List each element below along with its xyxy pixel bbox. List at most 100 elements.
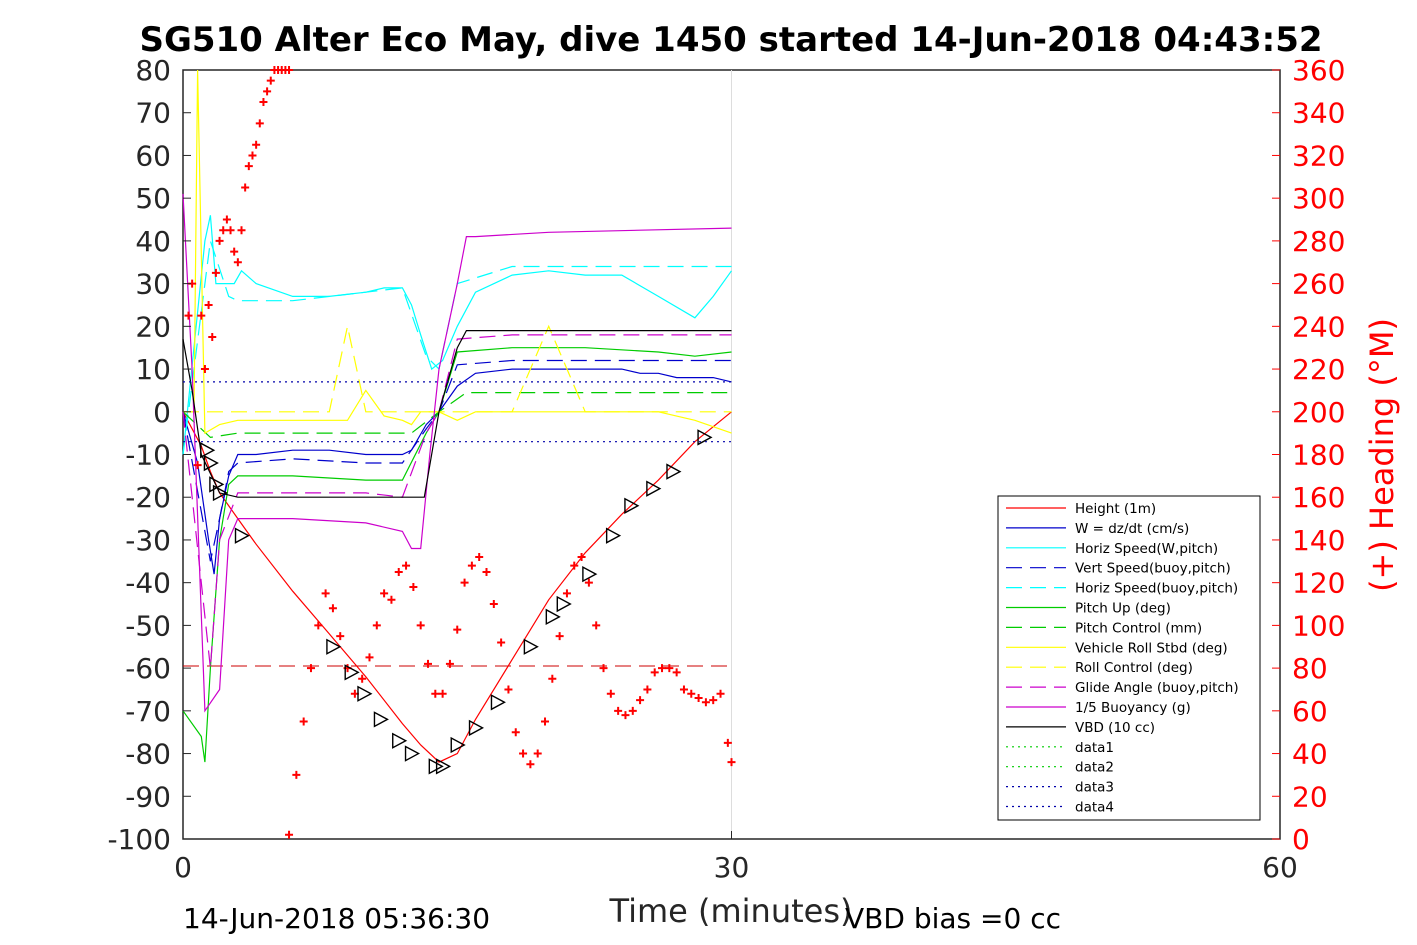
y-tick-label: -40 — [125, 567, 171, 600]
y-tick-label: -20 — [125, 481, 171, 514]
heading-marker — [584, 578, 593, 587]
y-right-tick-label: 160 — [1292, 481, 1345, 514]
y-right-tick-label: 240 — [1292, 310, 1345, 343]
heading-marker — [259, 98, 268, 107]
legend-label: W = dz/dt (cm/s) — [1075, 521, 1189, 537]
heading-marker — [211, 268, 220, 277]
triangle-marker — [523, 638, 539, 655]
x-tick-label: 0 — [174, 851, 192, 884]
heading-marker — [475, 553, 484, 562]
heading-marker — [570, 561, 579, 570]
heading-marker — [365, 653, 374, 662]
legend-label: Roll Control (deg) — [1075, 660, 1193, 676]
y-right-tick-label: 0 — [1292, 823, 1310, 856]
heading-marker — [606, 689, 615, 698]
heading-marker — [504, 685, 513, 694]
heading-marker — [263, 87, 272, 96]
legend-label: data1 — [1075, 740, 1114, 756]
y-tick-label: -70 — [125, 695, 171, 728]
heading-marker — [237, 226, 246, 235]
heading-marker — [665, 664, 674, 673]
triangle-marker — [200, 442, 216, 459]
legend-label: 1/5 Buoyancy (g) — [1075, 700, 1191, 716]
triangle-marker — [490, 694, 506, 711]
y-right-tick-label: 300 — [1292, 182, 1345, 215]
heading-marker — [489, 600, 498, 609]
y-tick-label: 10 — [135, 353, 171, 386]
heading-marker — [226, 226, 235, 235]
marker-layer — [184, 66, 736, 839]
y-tick-label: 60 — [135, 139, 171, 172]
heading-marker — [599, 664, 608, 673]
heading-marker — [555, 632, 564, 641]
y-tick-label: 20 — [135, 310, 171, 343]
heading-marker — [727, 758, 736, 767]
heading-marker — [628, 706, 637, 715]
series-line — [182, 347, 732, 763]
heading-marker — [314, 621, 323, 630]
y-right-tick-label: 100 — [1292, 609, 1345, 642]
y-right-tick-label: 80 — [1292, 652, 1328, 685]
footer-timestamp: 14-Jun-2018 05:36:30 — [183, 902, 490, 935]
heading-marker — [511, 728, 520, 737]
triangle-marker — [624, 497, 640, 514]
series-line — [182, 330, 732, 498]
series-line — [182, 215, 732, 455]
triangle-marker — [428, 758, 444, 775]
legend-label: Horiz Speed(W,pitch) — [1075, 541, 1218, 557]
series-line — [182, 240, 732, 455]
y-tick-label: -80 — [125, 738, 171, 771]
triangle-marker — [357, 685, 373, 702]
y-tick-label: 0 — [153, 396, 171, 429]
heading-marker — [562, 589, 571, 598]
footer-vbd-bias: VBD bias =0 cc — [845, 902, 1061, 935]
heading-marker — [285, 830, 294, 839]
heading-marker — [193, 461, 202, 470]
triangle-marker — [203, 454, 219, 472]
heading-marker — [416, 621, 425, 630]
triangle-marker — [404, 745, 421, 762]
legend-label: data2 — [1075, 760, 1114, 776]
heading-marker — [387, 595, 396, 604]
heading-marker — [431, 689, 440, 698]
triangle-marker — [212, 484, 229, 502]
heading-marker — [643, 685, 652, 694]
heading-marker — [328, 604, 337, 613]
series-line — [182, 193, 732, 713]
chart-title: SG510 Alter Eco May, dive 1450 started 1… — [139, 20, 1322, 60]
triangle-marker — [435, 758, 452, 775]
heading-marker — [526, 760, 535, 769]
heading-marker — [519, 749, 528, 758]
heading-marker — [614, 706, 623, 715]
heading-marker — [266, 76, 275, 85]
heading-marker — [372, 621, 381, 630]
heading-marker — [672, 668, 681, 677]
heading-marker — [255, 119, 264, 128]
triangle-marker — [344, 664, 360, 681]
heading-marker — [285, 66, 294, 74]
triangle-marker — [468, 719, 485, 737]
y-tick-label: 70 — [135, 97, 171, 130]
series-lines — [182, 69, 732, 763]
y-tick-label: 80 — [135, 54, 171, 87]
triangle-marker — [556, 595, 572, 613]
triangle-marker — [326, 638, 342, 655]
heading-marker — [184, 311, 193, 320]
heading-marker — [336, 632, 345, 641]
y-tick-label: -60 — [125, 652, 171, 685]
heading-marker — [321, 589, 330, 598]
heading-marker — [694, 694, 703, 703]
heading-marker — [230, 247, 239, 256]
y-tick-label: 40 — [135, 225, 171, 258]
legend-label: Glide Angle (buoy,pitch) — [1075, 680, 1239, 696]
triangle-marker — [234, 527, 250, 544]
y-right-tick-label: 20 — [1292, 780, 1328, 813]
y-tick-label: -50 — [125, 609, 171, 642]
series-line — [182, 392, 732, 439]
triangle-marker — [545, 608, 561, 626]
y-right-tick-label: 120 — [1292, 567, 1345, 600]
legend-label: Pitch Control (mm) — [1075, 620, 1202, 636]
heading-marker — [358, 674, 367, 683]
legend-label: Vehicle Roll Stbd (deg) — [1075, 640, 1228, 656]
heading-marker — [402, 561, 411, 570]
